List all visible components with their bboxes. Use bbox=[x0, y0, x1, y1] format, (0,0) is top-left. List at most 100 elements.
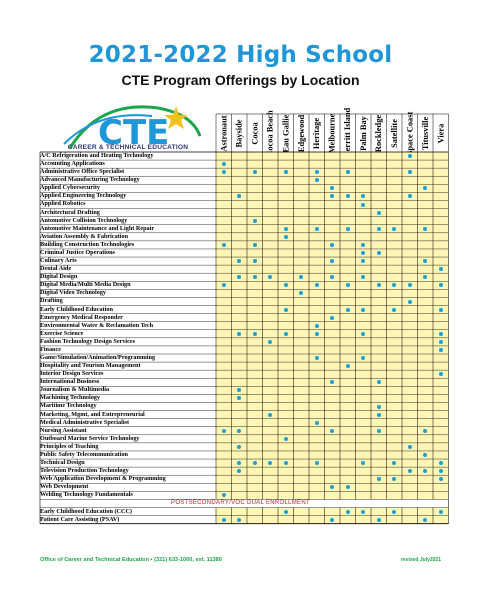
table-cell bbox=[417, 410, 433, 419]
table-cell bbox=[293, 200, 309, 209]
table-cell bbox=[309, 200, 325, 209]
table-cell bbox=[216, 467, 232, 476]
offered-dot bbox=[386, 305, 402, 314]
table-cell bbox=[247, 224, 263, 233]
table-cell bbox=[231, 491, 247, 500]
table-cell bbox=[402, 337, 418, 346]
table-cell bbox=[216, 362, 232, 371]
table-cell bbox=[231, 345, 247, 354]
table-cell bbox=[433, 321, 449, 330]
location-header-label: Titusville bbox=[420, 116, 430, 150]
table-cell bbox=[278, 394, 294, 403]
table-cell bbox=[309, 345, 325, 354]
offered-dot bbox=[247, 168, 263, 177]
offered-dot bbox=[355, 200, 371, 209]
table-cell bbox=[386, 313, 402, 322]
program-name: Administrative Office Specialist bbox=[40, 168, 125, 176]
table-cell bbox=[417, 192, 433, 201]
table-cell bbox=[293, 305, 309, 314]
table-cell bbox=[417, 362, 433, 371]
table-cell bbox=[309, 442, 325, 451]
table-cell bbox=[402, 345, 418, 354]
table-cell bbox=[371, 386, 387, 395]
table-cell bbox=[386, 297, 402, 306]
table-cell bbox=[355, 265, 371, 274]
table-cell bbox=[262, 176, 278, 185]
table-cell bbox=[371, 507, 387, 516]
table-cell bbox=[231, 281, 247, 290]
table-cell bbox=[324, 337, 340, 346]
table-cell bbox=[340, 370, 356, 379]
program-name: Principles of Teaching bbox=[40, 442, 99, 450]
table-cell bbox=[386, 152, 402, 161]
table-cell bbox=[278, 410, 294, 419]
location-header: Rockledge bbox=[371, 114, 387, 152]
table-cell bbox=[247, 192, 263, 201]
table-cell bbox=[386, 232, 402, 241]
offered-dot bbox=[355, 354, 371, 363]
table-cell bbox=[355, 491, 371, 500]
table-cell bbox=[355, 281, 371, 290]
table-cell bbox=[324, 370, 340, 379]
table-cell bbox=[355, 184, 371, 193]
table-cell bbox=[216, 410, 232, 419]
table-cell bbox=[402, 410, 418, 419]
offered-dot bbox=[309, 329, 325, 338]
table-cell bbox=[324, 289, 340, 298]
table-cell bbox=[371, 337, 387, 346]
offered-dot bbox=[417, 224, 433, 233]
table-cell bbox=[309, 426, 325, 435]
offered-dot bbox=[340, 281, 356, 290]
table-cell bbox=[340, 337, 356, 346]
offered-dot bbox=[231, 394, 247, 403]
table-cell bbox=[433, 240, 449, 249]
table-cell bbox=[371, 450, 387, 460]
table-cell bbox=[402, 483, 418, 492]
table-cell bbox=[247, 208, 263, 217]
table-cell bbox=[216, 402, 232, 411]
offered-dot bbox=[216, 515, 232, 524]
table-cell bbox=[231, 265, 247, 274]
table-cell bbox=[247, 321, 263, 330]
table-cell bbox=[309, 273, 325, 282]
location-header-label: Rockledge bbox=[374, 114, 384, 152]
table-cell bbox=[417, 232, 433, 241]
table-cell bbox=[278, 345, 294, 354]
program-name: Hospitality and Tourism Management bbox=[40, 362, 141, 370]
table-cell bbox=[231, 200, 247, 209]
table-cell bbox=[278, 515, 294, 524]
table-cell bbox=[309, 402, 325, 411]
table-cell bbox=[386, 160, 402, 169]
table-cell bbox=[247, 434, 263, 443]
table-cell bbox=[355, 337, 371, 346]
table-cell bbox=[262, 354, 278, 363]
offered-dot bbox=[340, 362, 356, 371]
table-cell bbox=[386, 216, 402, 225]
table-cell bbox=[231, 321, 247, 330]
table-cell bbox=[386, 467, 402, 476]
table-cell bbox=[355, 152, 371, 161]
table-cell bbox=[216, 305, 232, 314]
table-cell bbox=[293, 345, 309, 354]
table-cell bbox=[309, 515, 325, 524]
table-cell bbox=[371, 370, 387, 379]
offered-dot bbox=[340, 224, 356, 233]
offered-dot bbox=[324, 273, 340, 282]
table-cell bbox=[371, 491, 387, 500]
offered-dot bbox=[278, 305, 294, 314]
table-cell bbox=[247, 305, 263, 314]
table-cell bbox=[433, 257, 449, 266]
table-cell bbox=[417, 329, 433, 338]
table-cell bbox=[371, 329, 387, 338]
table-cell bbox=[293, 192, 309, 201]
table-cell bbox=[371, 200, 387, 209]
table-cell bbox=[340, 240, 356, 249]
program-name: Digital Video Technology bbox=[40, 289, 107, 297]
table-cell bbox=[293, 152, 309, 161]
program-name: Technical Design bbox=[40, 459, 85, 467]
table-cell bbox=[309, 313, 325, 322]
table-cell bbox=[371, 354, 387, 363]
program-name: Machining Technology bbox=[40, 394, 100, 402]
table-cell bbox=[386, 370, 402, 379]
table-cell bbox=[324, 329, 340, 338]
